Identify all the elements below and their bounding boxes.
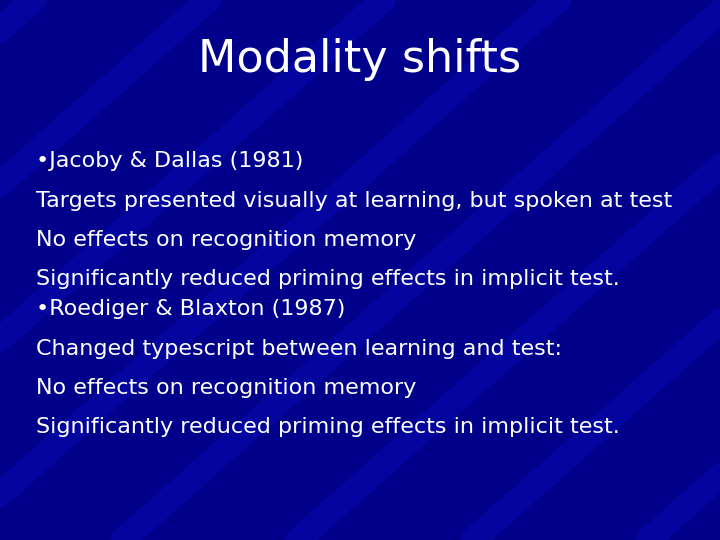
- Text: •Roediger & Blaxton (1987): •Roediger & Blaxton (1987): [36, 299, 346, 319]
- Text: No effects on recognition memory: No effects on recognition memory: [36, 230, 416, 250]
- Text: Modality shifts: Modality shifts: [199, 38, 521, 81]
- Text: •Jacoby & Dallas (1981): •Jacoby & Dallas (1981): [36, 151, 303, 171]
- Text: Significantly reduced priming effects in implicit test.: Significantly reduced priming effects in…: [36, 269, 620, 289]
- Text: Changed typescript between learning and test:: Changed typescript between learning and …: [36, 339, 562, 359]
- Text: Targets presented visually at learning, but spoken at test: Targets presented visually at learning, …: [36, 191, 672, 211]
- Text: Significantly reduced priming effects in implicit test.: Significantly reduced priming effects in…: [36, 417, 620, 437]
- Text: No effects on recognition memory: No effects on recognition memory: [36, 378, 416, 398]
